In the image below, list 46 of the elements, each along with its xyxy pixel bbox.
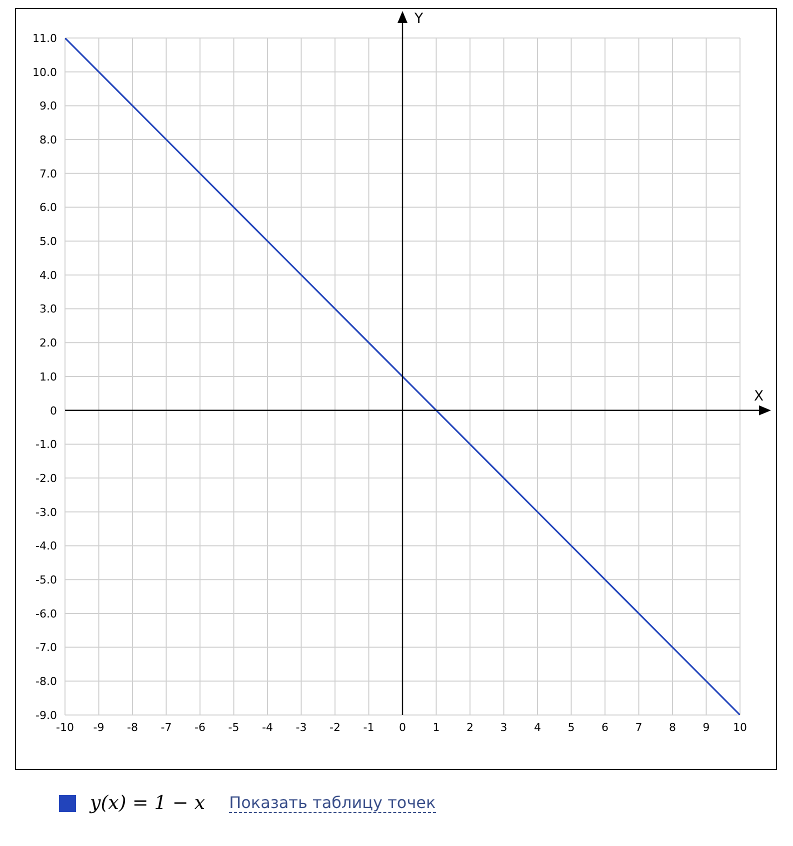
x-tick-label: 9 [702,720,710,734]
x-tick-label: -8 [127,720,138,734]
y-tick-label: 5.0 [40,235,57,248]
text: Показать таблицу точек [229,793,436,813]
x-tick-label: 7 [635,720,642,734]
x-axis-title: X [754,388,764,404]
y-tick-label: -6.0 [36,607,57,620]
y-tick-label: 10.0 [32,66,57,79]
x-tick-label: 4 [534,720,541,734]
x-tick-label: -5 [228,720,240,734]
y-axis-title: Y [414,11,424,27]
y-tick-label: 0 [50,404,57,418]
y-tick-label: -9.0 [36,708,57,722]
y-tick-label: 11.0 [32,32,57,45]
x-tick-label: -4 [262,720,273,734]
x-tick-label: 8 [669,720,676,734]
x-tick-label: 1 [432,720,440,734]
y-tick-label: 1.0 [40,370,57,384]
y-tick-label: -1.0 [36,438,57,452]
y-tick-label: 6.0 [40,201,57,214]
y-tick-label: 8.0 [40,133,57,146]
x-tick-label: 6 [602,720,608,734]
y-tick-label: -5.0 [36,574,57,587]
x-tick-label: 2 [466,720,474,734]
x-tick-label: 3 [500,720,508,734]
x-tick-label: -10 [56,720,74,734]
x-tick-label: -1 [363,720,374,734]
y-tick-label: -2.0 [36,472,57,485]
x-tick-label: -9 [93,720,104,734]
x-tick-label: -3 [296,720,307,734]
x-tick-label: -6 [194,720,206,734]
y-tick-label: -4.0 [36,540,57,553]
y-tick-label: 9.0 [40,100,57,113]
y-tick-label: 3.0 [40,302,57,316]
x-tick-label: -2 [330,720,340,734]
y-tick-label: 2.0 [40,336,57,350]
y-tick-label: -8.0 [36,675,57,688]
y-tick-label: -7.0 [36,641,57,654]
x-tick-label: -7 [160,720,172,734]
x-tick-label: 10 [733,720,747,734]
y-tick-label: 4.0 [40,268,57,282]
y-tick-label: -3.0 [36,506,57,519]
x-tick-label: 5 [568,720,575,734]
y-tick-label: 7.0 [40,167,57,180]
x-tick-label: 0 [399,720,406,734]
legend-label: y(x) = 1 − x [90,792,206,814]
